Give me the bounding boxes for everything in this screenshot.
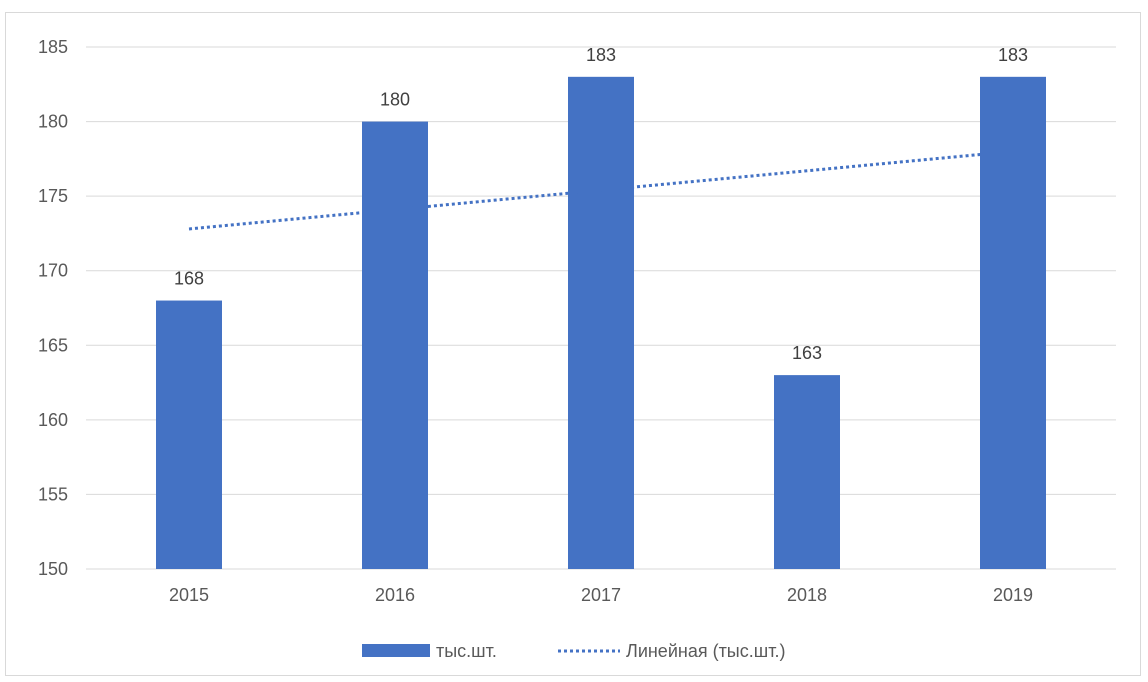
y-tick-label: 175 bbox=[38, 186, 68, 206]
y-axis-tick-labels: 150 155 160 165 170 175 180 185 bbox=[38, 37, 68, 579]
bar-2015 bbox=[156, 300, 222, 569]
data-labels: 168 180 183 163 183 bbox=[174, 45, 1028, 363]
bars bbox=[156, 76, 1046, 570]
x-tick-label: 2015 bbox=[169, 585, 209, 605]
y-tick-label: 150 bbox=[38, 559, 68, 579]
y-tick-label: 170 bbox=[38, 261, 68, 281]
x-tick-label: 2019 bbox=[993, 585, 1033, 605]
x-tick-label: 2016 bbox=[375, 585, 415, 605]
bar-2019 bbox=[980, 76, 1046, 570]
data-label-2019: 183 bbox=[998, 45, 1028, 65]
chart-area: 150 155 160 165 170 175 180 185 2015 2016 2017 201… bbox=[5, 12, 1141, 676]
legend-label-series: тыс.шт. bbox=[436, 641, 497, 661]
x-axis-tick-labels: 2015 2016 2017 2018 2019 bbox=[169, 585, 1033, 605]
y-tick-label: 185 bbox=[38, 37, 68, 57]
data-label-2015: 168 bbox=[174, 269, 204, 289]
legend-label-trendline: Линейная (тыс.шт.) bbox=[626, 641, 785, 661]
data-label-2017: 183 bbox=[586, 45, 616, 65]
bar-2018 bbox=[774, 375, 840, 569]
legend: тыс.шт. Линейная (тыс.шт.) bbox=[362, 641, 785, 661]
x-tick-label: 2017 bbox=[581, 585, 621, 605]
legend-swatch-bar bbox=[362, 644, 430, 657]
x-tick-label: 2018 bbox=[787, 585, 827, 605]
bar-2016 bbox=[362, 121, 428, 570]
data-label-2018: 163 bbox=[792, 343, 822, 363]
y-tick-label: 155 bbox=[38, 484, 68, 504]
bar-2017 bbox=[568, 76, 634, 570]
y-tick-label: 165 bbox=[38, 335, 68, 355]
y-tick-label: 180 bbox=[38, 112, 68, 132]
y-tick-label: 160 bbox=[38, 410, 68, 430]
data-label-2016: 180 bbox=[380, 90, 410, 110]
